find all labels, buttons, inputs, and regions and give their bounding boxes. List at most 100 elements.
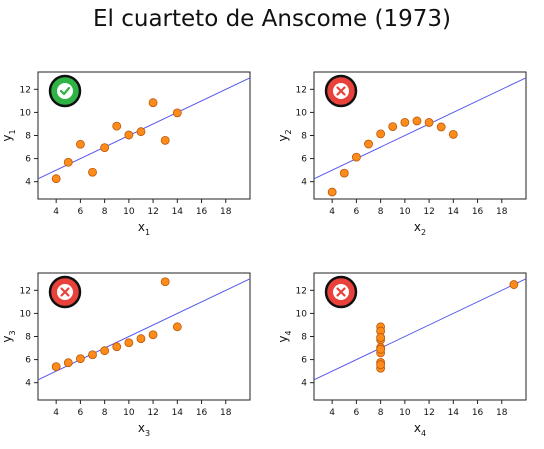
x-axis-label: x1 (138, 220, 150, 237)
x-tick-label: 12 (423, 207, 434, 217)
data-point (448, 129, 458, 139)
x-tick-label: 16 (472, 408, 484, 418)
y-tick-label: 12 (20, 286, 31, 296)
cross-icon (324, 275, 358, 309)
scatter-panel-3: 4 6 8 10 12 14 16 18 4 6 8 10 12 x3 y3 (0, 272, 251, 438)
y-axis-label: y4 (276, 330, 293, 342)
x-tick-label: 4 (329, 408, 335, 418)
data-point (424, 118, 434, 127)
cross-icon (48, 275, 82, 309)
data-point (63, 358, 73, 368)
y-tick-label: 8 (25, 132, 31, 142)
x-tick-label: 18 (496, 207, 508, 217)
x-tick-label: 12 (423, 408, 434, 418)
y-tick-label: 4 (301, 379, 307, 389)
x-tick-label: 14 (448, 207, 460, 217)
data-point (172, 322, 182, 332)
scatter-panel-2: 4 6 8 10 12 14 16 18 4 6 8 10 12 x2 y2 (276, 71, 527, 237)
x-tick-label: 14 (448, 408, 460, 418)
x-tick-label: 16 (196, 207, 208, 217)
x-tick-label: 8 (378, 207, 384, 217)
data-point (388, 122, 398, 132)
x-tick-label: 4 (329, 207, 335, 217)
data-point (112, 121, 122, 131)
x-tick-label: 8 (102, 408, 108, 418)
data-point (376, 333, 386, 342)
x-tick-label: 10 (123, 408, 135, 418)
chart-title: El cuarteto de Anscome (1973) (93, 6, 451, 32)
scatter-panel-4: 4 6 8 10 12 14 16 18 4 6 8 10 12 x4 y4 (276, 272, 527, 438)
y-tick-label: 8 (301, 132, 307, 142)
data-point (124, 338, 134, 348)
y-tick-label: 6 (25, 356, 31, 366)
data-point (63, 157, 73, 167)
y-tick-label: 12 (296, 85, 307, 95)
y-tick-label: 6 (301, 155, 307, 165)
data-point (112, 342, 122, 352)
data-point (76, 139, 85, 149)
cross-icon (324, 74, 358, 108)
y-tick-label: 10 (296, 309, 308, 319)
regression-line (37, 77, 251, 180)
data-point (136, 334, 146, 344)
data-point (509, 280, 519, 289)
data-point (100, 143, 110, 153)
x-tick-label: 6 (354, 207, 360, 217)
y-tick-label: 12 (296, 286, 307, 296)
y-tick-label: 8 (301, 333, 307, 343)
data-point (351, 152, 361, 162)
x-tick-label: 10 (399, 207, 411, 217)
data-point (88, 167, 97, 177)
x-tick-label: 6 (78, 207, 84, 217)
data-point (51, 174, 61, 184)
regression-line (37, 278, 251, 381)
x-tick-label: 16 (196, 408, 208, 418)
y-axis-label: y1 (0, 129, 17, 141)
data-point (364, 139, 373, 149)
y-tick-label: 12 (20, 85, 31, 95)
y-tick-label: 4 (25, 379, 31, 389)
scatter-panel-1: 4 6 8 10 12 14 16 18 4 6 8 10 12 x1 y1 (0, 71, 251, 237)
data-point (376, 129, 386, 139)
x-axis-label: x4 (414, 421, 426, 438)
x-tick-label: 18 (220, 207, 232, 217)
x-tick-label: 10 (399, 408, 411, 418)
x-tick-label: 8 (102, 207, 108, 217)
y-tick-label: 10 (296, 108, 308, 118)
data-point (160, 135, 170, 145)
regression-line (313, 77, 527, 180)
x-axis-label: x2 (414, 220, 426, 237)
x-tick-label: 18 (220, 408, 232, 418)
x-tick-label: 4 (53, 207, 59, 217)
x-tick-label: 6 (354, 408, 360, 418)
data-point (148, 330, 158, 340)
data-point (51, 362, 61, 372)
y-tick-label: 4 (25, 178, 31, 188)
y-axis-label: y2 (276, 129, 293, 141)
data-point (376, 344, 386, 354)
x-tick-label: 18 (496, 408, 508, 418)
data-point (100, 346, 110, 356)
x-tick-label: 10 (123, 207, 135, 217)
data-point (327, 187, 337, 197)
data-point (124, 130, 134, 140)
data-point (339, 168, 349, 178)
x-tick-label: 12 (147, 408, 158, 418)
x-tick-label: 14 (172, 207, 184, 217)
x-tick-label: 8 (378, 408, 384, 418)
data-point (88, 350, 97, 360)
data-point (436, 122, 446, 132)
check-icon (48, 74, 82, 108)
y-tick-label: 6 (25, 155, 31, 165)
y-tick-label: 8 (25, 333, 31, 343)
data-point (148, 98, 158, 108)
x-tick-label: 12 (147, 207, 158, 217)
data-point (376, 360, 386, 370)
data-point (160, 277, 170, 287)
data-point (400, 117, 410, 127)
x-tick-label: 16 (472, 207, 484, 217)
regression-line (313, 278, 527, 381)
x-tick-label: 14 (172, 408, 184, 418)
x-axis-label: x3 (138, 421, 150, 438)
